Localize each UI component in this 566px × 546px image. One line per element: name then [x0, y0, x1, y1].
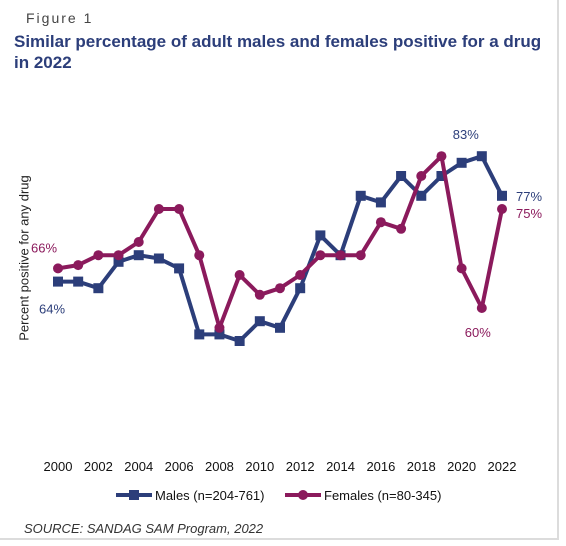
chart-title: Similar percentage of adult males and fe… [14, 32, 542, 72]
x-tick-label: 2020 [447, 459, 476, 474]
data-point-females [174, 204, 185, 214]
legend-item-females: Females (n=80-345) [285, 488, 441, 503]
data-point-females [254, 289, 265, 300]
legend-item-males: Males (n=204-761) [116, 488, 264, 503]
data-label: 83% [453, 127, 479, 142]
data-point-females [93, 250, 104, 261]
data-point-males [214, 329, 225, 340]
data-point-females [335, 250, 346, 261]
data-point-males [295, 283, 306, 294]
source-note: SOURCE: SANDAG SAM Program, 2022 [24, 521, 264, 536]
data-label: 64% [39, 302, 65, 317]
data-point-females [375, 217, 386, 228]
data-label: 77% [516, 189, 542, 204]
figure-label: Figure 1 [26, 10, 94, 26]
data-point-females [194, 250, 205, 261]
data-point-males [315, 230, 326, 241]
data-point-males [53, 276, 63, 287]
legend-label: Males (n=204-761) [155, 488, 264, 503]
series-layer [53, 151, 507, 346]
legend-label: Females (n=80-345) [324, 488, 441, 503]
data-point-males [113, 256, 124, 267]
data-point-females [113, 250, 124, 261]
data-point-females [234, 270, 245, 280]
x-tick-label: 2010 [245, 459, 274, 474]
x-tick-label: 2004 [124, 459, 153, 474]
data-point-males [275, 322, 285, 333]
x-tick-label: 2016 [366, 459, 395, 474]
data-point-males [355, 190, 366, 201]
x-tick-label: 2018 [407, 459, 436, 474]
x-tick-label: 2008 [205, 459, 234, 474]
data-point-females [396, 223, 407, 234]
data-point-males [174, 263, 185, 274]
data-point-females [73, 260, 84, 271]
x-tick-label: 2002 [84, 459, 113, 474]
data-point-females [53, 263, 63, 274]
x-tick-label: 2006 [165, 459, 194, 474]
data-point-males [194, 329, 205, 340]
data-point-males [254, 316, 265, 327]
data-label: 60% [465, 325, 491, 340]
data-point-females [416, 171, 427, 181]
data-point-males [73, 276, 84, 287]
data-point-males [375, 197, 386, 208]
data-point-males [476, 151, 487, 162]
x-tick-label: 2022 [488, 459, 517, 474]
data-point-females [275, 283, 285, 294]
figure-frame [0, 0, 559, 540]
data-point-females [153, 204, 164, 214]
x-tick-label: 2000 [44, 459, 73, 474]
data-point-males [416, 190, 427, 201]
data-point-males [436, 171, 447, 181]
data-point-females [315, 250, 326, 261]
data-point-females [133, 237, 144, 247]
annotations: 66% 64% 83% 77% 75% 60% [31, 127, 542, 340]
legend-marker [298, 490, 308, 500]
data-point-females [295, 270, 306, 280]
data-point-males [456, 157, 467, 168]
data-point-females [214, 322, 225, 333]
series-line-males [56, 154, 504, 343]
legend-marker [129, 490, 139, 500]
x-tick-label: 2014 [326, 459, 355, 474]
data-label: 75% [516, 206, 542, 221]
data-point-females [436, 151, 447, 162]
data-point-males [93, 283, 104, 294]
data-point-males [497, 190, 507, 201]
data-point-females [476, 303, 487, 313]
data-point-males [153, 253, 164, 264]
x-tick-label: 2012 [286, 459, 315, 474]
data-point-males [133, 250, 144, 261]
legend: Males (n=204-761) Females (n=80-345) [116, 488, 441, 503]
data-label: 66% [31, 240, 57, 255]
data-point-males [234, 336, 245, 346]
data-point-females [456, 263, 467, 274]
x-axis-ticks: 2000 2002 2004 2006 2008 2010 2012 2014 2016 2018… [44, 459, 517, 474]
data-point-females [497, 204, 507, 214]
data-point-males [396, 171, 407, 181]
data-point-females [355, 250, 366, 261]
